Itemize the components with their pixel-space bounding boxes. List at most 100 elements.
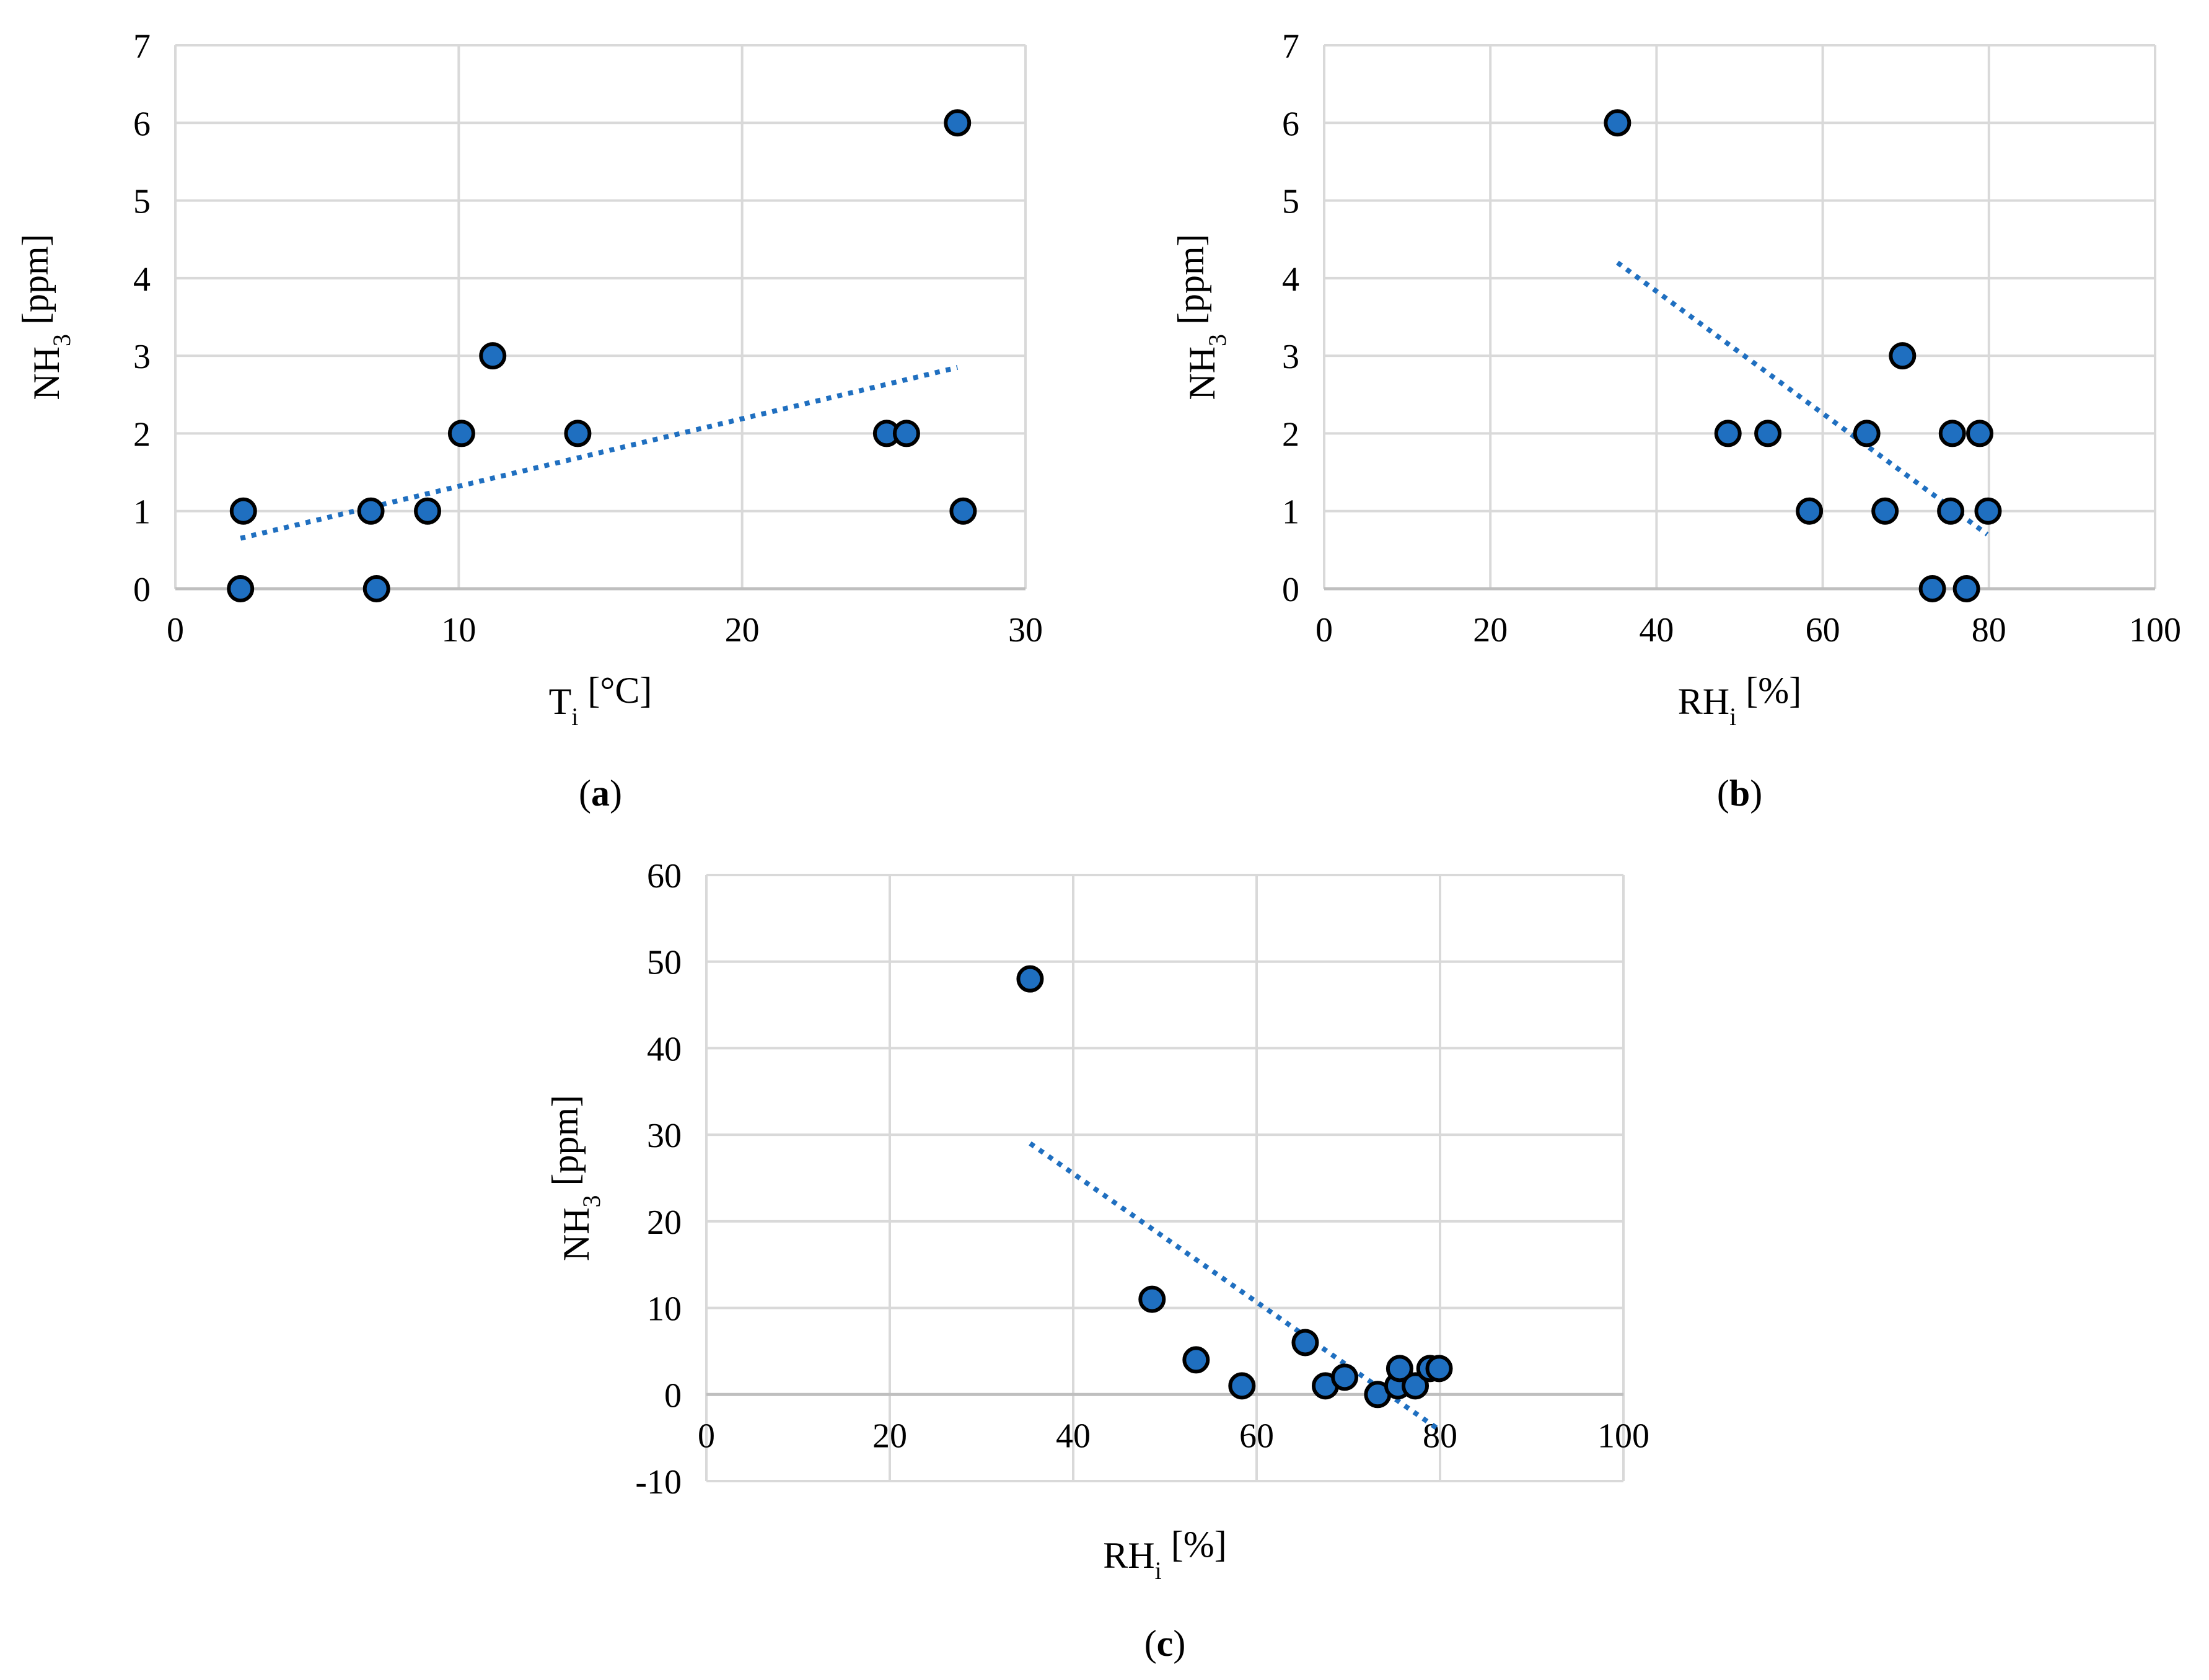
- label-unit: [%]: [1162, 1524, 1227, 1565]
- y-tick-label: 2: [1282, 415, 1299, 454]
- data-point: [949, 497, 977, 525]
- x-tick-label: 100: [2129, 611, 2181, 649]
- data-point: [1331, 1363, 1359, 1391]
- label-subscript: i: [571, 703, 578, 731]
- data-point: [1937, 497, 1965, 525]
- x-tick-label: 60: [1806, 611, 1840, 649]
- x-tick-label: 10: [441, 611, 476, 649]
- panel-label-open: (: [579, 773, 591, 814]
- data-point: [447, 420, 475, 447]
- data-point: [1966, 420, 1994, 447]
- label-main: RH: [1678, 681, 1729, 722]
- x-tick-label: 0: [698, 1417, 715, 1455]
- label-main: T: [549, 681, 572, 722]
- x-tick-label: 0: [167, 611, 184, 649]
- data-point: [1853, 420, 1881, 447]
- data-point: [1871, 497, 1899, 525]
- label-main: NH: [26, 346, 67, 400]
- y-tick-label: 40: [647, 1030, 682, 1068]
- data-point: [414, 497, 442, 525]
- y-tick-label: 50: [647, 944, 682, 982]
- data-point: [1974, 497, 2002, 525]
- y-tick-label: 7: [133, 27, 151, 66]
- panel-label: (c): [1144, 1623, 1186, 1664]
- data-point: [1386, 1355, 1413, 1383]
- data-point: [1796, 497, 1824, 525]
- data-point: [1918, 575, 1946, 602]
- y-tick-label: 20: [647, 1203, 682, 1242]
- x-axis-title: RHi [%]: [1678, 670, 1801, 731]
- x-tick-label: 20: [872, 1417, 907, 1455]
- label-unit: [°C]: [578, 670, 652, 711]
- x-tick-label: 100: [1597, 1417, 1649, 1455]
- y-axis-title: NH3 [ppm]: [15, 234, 76, 400]
- x-tick-label: 40: [1056, 1417, 1091, 1455]
- label-subscript: 3: [578, 1195, 605, 1207]
- chart-panel-c: -10 0 10 20 30 40 50 60 0 20 40 60 80 100 RHi [%] NH3 […: [545, 857, 1649, 1664]
- data-point: [892, 420, 920, 447]
- y-tick-label: 60: [647, 857, 682, 895]
- panel-label-open: (: [1717, 773, 1729, 814]
- y-tick-label: 0: [133, 571, 151, 609]
- trendline: [1029, 1141, 1440, 1432]
- y-tick-label: 2: [133, 415, 151, 454]
- x-tick-label: 80: [1972, 611, 2006, 649]
- panel-label-letter: b: [1729, 773, 1750, 814]
- y-tick-label: 1: [1282, 493, 1299, 532]
- y-tick-label: 4: [1282, 260, 1299, 299]
- data-point: [1754, 420, 1782, 447]
- label-unit: [ppm]: [15, 234, 56, 334]
- label-main: RH: [1103, 1535, 1154, 1576]
- label-subscript: i: [1155, 1557, 1162, 1585]
- y-axis-title: NH3 [ppm]: [1170, 234, 1231, 400]
- y-axis-title: NH3 [ppm]: [545, 1095, 605, 1261]
- y-tick-label: 4: [133, 260, 151, 299]
- label-main: NH: [1182, 346, 1223, 400]
- y-tick-label: 5: [1282, 183, 1299, 221]
- data-point: [1714, 420, 1742, 447]
- y-tick-label: 7: [1282, 27, 1299, 66]
- y-tick-label: 6: [133, 105, 151, 143]
- y-tick-label: 30: [647, 1117, 682, 1155]
- x-tick-label: 80: [1423, 1417, 1457, 1455]
- panel-label-letter: c: [1157, 1623, 1174, 1664]
- y-tick-label: 3: [1282, 338, 1299, 376]
- y-tick-label: 6: [1282, 105, 1299, 143]
- y-tick-label: 1: [133, 493, 151, 532]
- panel-label-close: ): [610, 773, 622, 814]
- data-point: [227, 575, 255, 602]
- data-point: [1291, 1329, 1319, 1357]
- trendline: [240, 365, 959, 541]
- x-axis-title: RHi [%]: [1103, 1524, 1226, 1585]
- y-tick-label: 0: [664, 1376, 682, 1415]
- data-point: [229, 497, 257, 525]
- x-tick-label: 0: [1315, 611, 1333, 649]
- data-point: [362, 575, 390, 602]
- y-tick-label: 3: [133, 338, 151, 376]
- data-point: [357, 497, 385, 525]
- x-tick-label: 40: [1639, 611, 1674, 649]
- panel-label: (a): [579, 773, 622, 814]
- data-point: [1016, 965, 1044, 993]
- data-point: [1402, 1372, 1429, 1400]
- panel-label: (b): [1717, 773, 1762, 814]
- x-tick-label: 60: [1239, 1417, 1274, 1455]
- y-tick-label: 5: [133, 183, 151, 221]
- data-point: [1938, 420, 1966, 447]
- x-tick-label: 20: [725, 611, 760, 649]
- label-unit: [%]: [1736, 670, 1801, 711]
- x-tick-label: 20: [1473, 611, 1508, 649]
- data-point: [1889, 342, 1917, 370]
- panel-label-close: ): [1173, 1623, 1185, 1664]
- data-point: [479, 342, 507, 370]
- data-point: [1604, 109, 1631, 137]
- label-subscript: 3: [1203, 334, 1231, 346]
- data-point: [944, 109, 972, 137]
- y-tick-label: 0: [1282, 571, 1299, 609]
- label-main: NH: [556, 1207, 597, 1261]
- panel-label-letter: a: [591, 773, 610, 814]
- label-subscript: 3: [48, 334, 76, 346]
- label-unit: [ppm]: [545, 1095, 586, 1195]
- data-point: [564, 420, 592, 447]
